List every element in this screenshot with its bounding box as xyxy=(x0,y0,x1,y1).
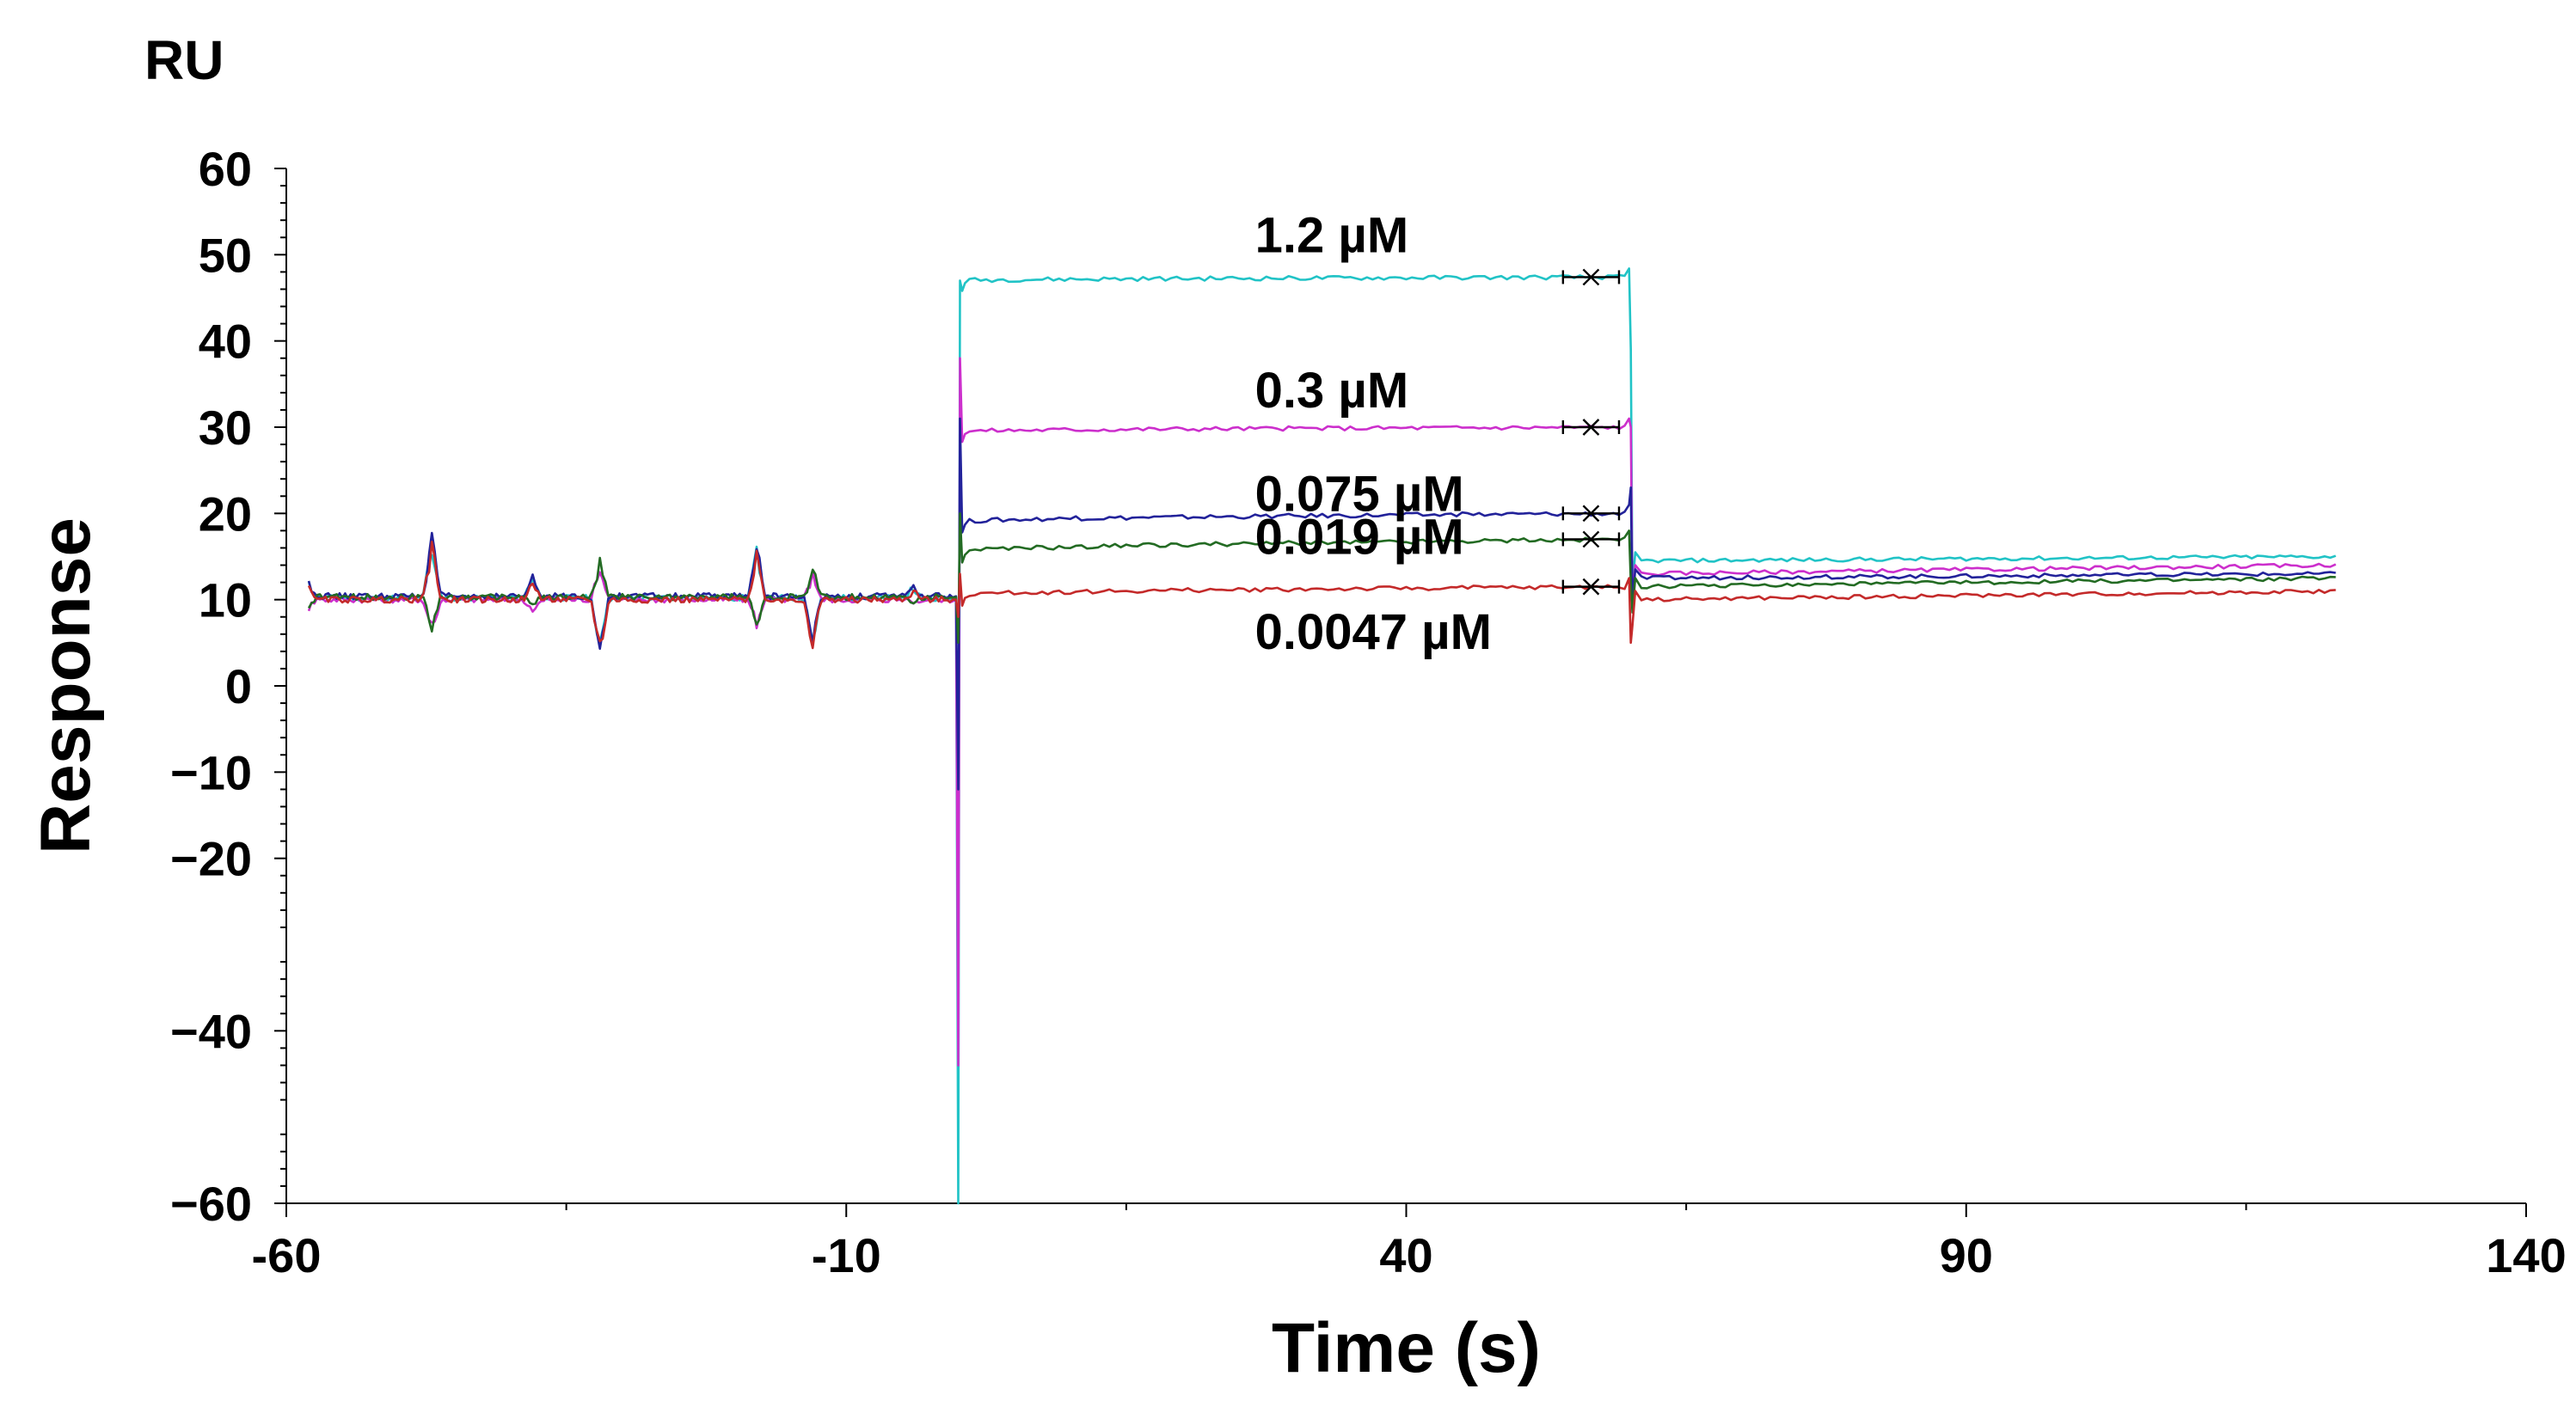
y-tick-label: −10 xyxy=(170,745,252,799)
series-label: 0.075 µM xyxy=(1255,466,1464,522)
y-tick-label: −20 xyxy=(170,832,252,886)
series-lines xyxy=(307,267,2337,1205)
y-tick-label: 0 xyxy=(225,659,252,713)
report-point-cross xyxy=(1582,419,1600,436)
report-point-cross xyxy=(1582,530,1600,548)
series-labels: 1.2 µM 0.3 µM 0.075 µM0.019 µM 0.0047 µM xyxy=(1255,207,1492,660)
x-axis-title: Time (s) xyxy=(1272,1309,1541,1387)
y-tick-label: 40 xyxy=(199,315,252,369)
y-tick-label: 50 xyxy=(199,228,252,282)
y-tick-label: 10 xyxy=(199,573,252,627)
series-label: 0.0047 µM xyxy=(1255,604,1492,660)
x-tick-label: 40 xyxy=(1379,1228,1432,1282)
y-tick-label: −60 xyxy=(170,1177,252,1231)
series-label: 1.2 µM xyxy=(1255,207,1408,263)
series-label: 0.3 µM xyxy=(1255,363,1408,419)
report-point-cross xyxy=(1582,578,1600,596)
x-tick-label: 90 xyxy=(1940,1228,1993,1282)
series-line xyxy=(307,511,2336,645)
axes xyxy=(285,168,2526,1204)
x-tick-label: 140 xyxy=(2486,1228,2566,1282)
x-tick-label: -10 xyxy=(812,1228,881,1282)
y-unit-label: RU xyxy=(144,29,224,91)
series-label: 0.019 µM xyxy=(1255,509,1464,565)
y-axis-title: Response xyxy=(27,517,105,854)
series-line xyxy=(307,417,2336,791)
report-point-markers xyxy=(1561,268,1621,596)
report-point-cross xyxy=(1582,268,1600,286)
y-tick-label: 20 xyxy=(199,486,252,541)
x-tick-label: -60 xyxy=(252,1228,322,1282)
tick-marks: 60 50 40 30 20 10 0 −10 −20 −40 −60-60 -10 40 90 140 xyxy=(170,142,2567,1282)
y-tick-label: 60 xyxy=(199,142,252,196)
y-tick-label: 30 xyxy=(199,401,252,455)
series-line xyxy=(307,540,2336,650)
series-line xyxy=(307,357,2337,1067)
y-tick-label: −40 xyxy=(170,1004,252,1058)
report-point-cross xyxy=(1582,505,1600,523)
